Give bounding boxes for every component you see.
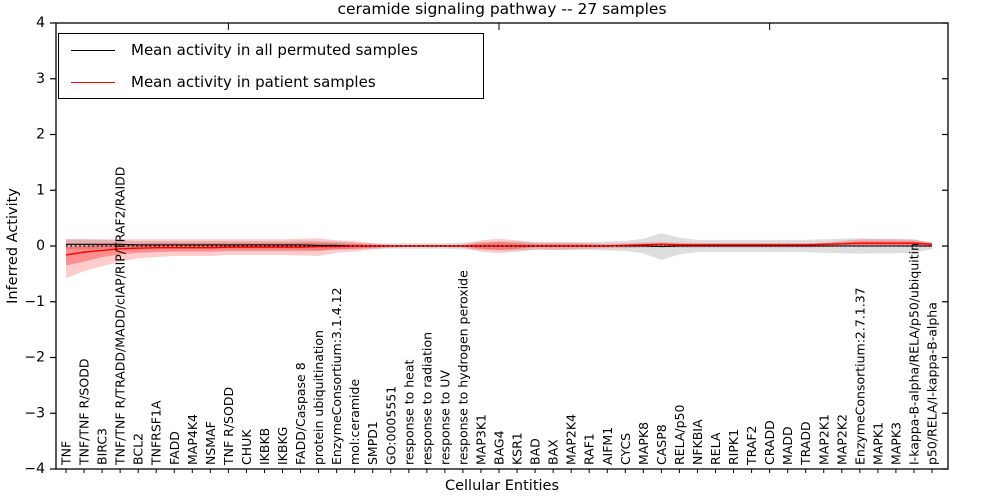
- x-category-label: MAP4K4: [185, 414, 200, 465]
- x-category-label: IKBKG: [275, 427, 290, 465]
- legend: Mean activity in all permuted samples Me…: [58, 33, 484, 99]
- x-category-label: RAF1: [582, 433, 597, 465]
- x-category-label: IKBKB: [257, 428, 272, 465]
- y-tick-label: −2: [24, 350, 45, 366]
- x-category-label: CYCS: [618, 433, 633, 465]
- x-category-label: GO:0005551: [383, 386, 398, 465]
- legend-item-patient: Mean activity in patient samples: [59, 67, 483, 97]
- x-category-label: TNF R/SODD: [221, 387, 236, 466]
- x-category-label: BAG4: [492, 430, 507, 465]
- y-tick-label: 1: [36, 182, 45, 198]
- legend-label-permuted: Mean activity in all permuted samples: [131, 41, 418, 59]
- x-category-label: response to hydrogen peroxide: [455, 270, 470, 465]
- x-category-label: MAPK1: [870, 422, 885, 465]
- y-tick-label: −4: [24, 461, 45, 477]
- x-category-label: BIRC3: [95, 428, 110, 465]
- x-category-label: MADD: [780, 426, 795, 465]
- x-category-label: FADD/Caspase 8: [293, 362, 308, 465]
- x-category-label: TNFRSF1A: [149, 400, 164, 466]
- legend-label-patient: Mean activity in patient samples: [131, 73, 376, 91]
- x-category-label: I-kappa-B-alpha/RELA/p50/ubiquitin: [906, 243, 921, 465]
- chart-title: ceramide signaling pathway -- 27 samples: [337, 0, 667, 18]
- x-category-label: EnzymeConsortium:2.7.1.37: [852, 287, 867, 465]
- x-category-label: mol:ceramide: [347, 379, 362, 465]
- x-category-label: response to radiation: [419, 332, 434, 465]
- x-category-label: NSMAF: [203, 421, 218, 465]
- y-tick-label: 4: [36, 15, 45, 31]
- x-category-label: KSR1: [510, 432, 525, 465]
- x-category-label: FADD: [167, 431, 182, 465]
- x-category-label: TNF: [59, 441, 74, 466]
- x-category-label: CASP8: [654, 424, 669, 465]
- patient-mean-line: [65, 242, 933, 256]
- x-category-label: MAP2K2: [834, 414, 849, 465]
- x-category-label: RIPK1: [726, 429, 741, 465]
- x-category-label: TRADD: [798, 421, 813, 466]
- x-category-label: BAX: [546, 439, 561, 465]
- x-category-label: EnzymeConsortium:3.1.4.12: [329, 287, 344, 465]
- x-category-label: TNF/TNF R/SODD: [77, 359, 92, 466]
- legend-item-permuted: Mean activity in all permuted samples: [59, 35, 483, 65]
- x-category-label: CHUK: [239, 429, 254, 465]
- x-category-label: protein ubiquitination: [311, 330, 326, 465]
- x-category-label: TNF/TNF R/TRADD/MADD/cIAP/RIP/TRAF2/RAID…: [113, 167, 128, 466]
- y-tick-label: 3: [36, 71, 45, 87]
- y-tick-label: −1: [24, 294, 45, 310]
- x-category-label: NFKBIA: [690, 419, 705, 465]
- y-tick-label: −3: [24, 405, 45, 421]
- x-category-label: MAPK8: [636, 422, 651, 465]
- x-category-label: SMPD1: [365, 421, 380, 465]
- x-category-label: CRADD: [762, 420, 777, 465]
- x-category-label: RELA: [708, 432, 723, 465]
- x-category-label: MAP2K1: [816, 414, 831, 465]
- x-category-label: response to heat: [401, 359, 416, 465]
- x-category-label: p50/RELA/I-kappa-B-alpha: [925, 302, 940, 465]
- y-axis-label: Inferred Activity: [5, 188, 21, 304]
- legend-line-red-icon: [71, 81, 115, 83]
- y-tick-label: 0: [36, 238, 45, 254]
- x-category-label: MAPK3: [888, 422, 903, 465]
- patient-spread-outer-band: [66, 238, 932, 279]
- x-category-label: response to UV: [437, 370, 452, 465]
- x-category-label: BAD: [528, 438, 543, 465]
- x-category-label: MAP2K4: [564, 414, 579, 465]
- x-category-label: MAP3K1: [473, 414, 488, 465]
- legend-line-black-icon: [71, 49, 115, 51]
- y-tick-label: 2: [36, 127, 45, 143]
- x-category-label: TRAF2: [744, 425, 759, 466]
- x-category-label: RELA/p50: [672, 405, 687, 465]
- x-axis-label: Cellular Entities: [444, 478, 560, 494]
- x-category-label: AIFM1: [600, 427, 615, 465]
- x-category-label: BCL2: [131, 433, 146, 465]
